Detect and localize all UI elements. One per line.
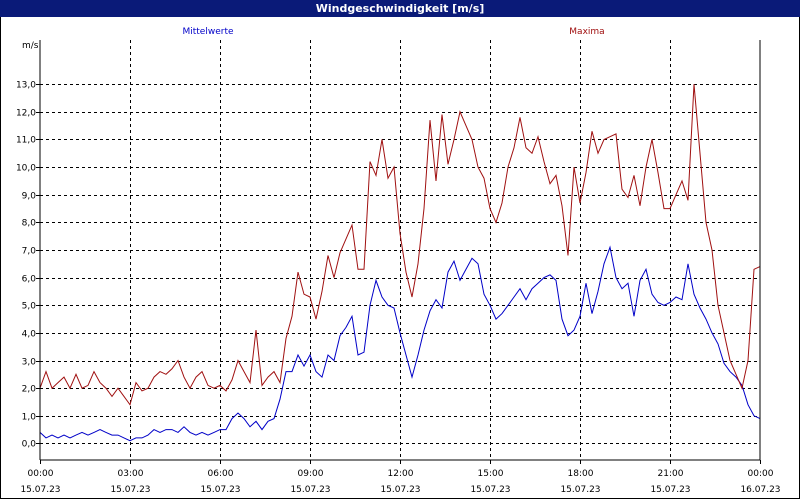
x-tick-time-label: 06:00 xyxy=(208,469,234,479)
x-tick-time-label: 12:00 xyxy=(388,469,414,479)
x-tick-date-label: 15.07.23 xyxy=(200,485,240,495)
x-tick-date-label: 15.07.23 xyxy=(470,485,510,495)
series-line-mittelwerte xyxy=(39,245,761,442)
y-tick-label: 3,0 xyxy=(22,358,37,368)
x-tick-date-label: 15.07.23 xyxy=(650,485,690,495)
y-tick-label: 7,0 xyxy=(22,247,37,257)
x-tick-date-label: 15.07.23 xyxy=(380,485,420,495)
y-tick-label: 12,0 xyxy=(16,109,36,119)
x-axis-ticks: 00:00 15.07.23 03:00 15.07.23 06:00 15.07.23 0… xyxy=(20,460,781,495)
series-lines xyxy=(39,84,761,442)
x-tick-time-label: 00:00 xyxy=(28,469,54,479)
y-axis-label: m/s xyxy=(22,41,39,51)
x-tick-time-label: 21:00 xyxy=(658,469,684,479)
y-tick-label: 11,0 xyxy=(16,136,36,146)
chart-title: Windgeschwindigkeit [m/s] xyxy=(0,0,800,17)
y-tick-label: 1,0 xyxy=(22,413,37,423)
legend-maxima: Maxima xyxy=(569,27,604,37)
y-tick-label: 6,0 xyxy=(22,275,37,285)
y-tick-label: 8,0 xyxy=(22,219,37,229)
y-tick-label: 2,0 xyxy=(22,385,37,395)
y-tick-label: 10,0 xyxy=(16,164,36,174)
x-tick-date-label: 15.07.23 xyxy=(110,485,150,495)
y-tick-label: 13,0 xyxy=(16,81,36,91)
x-tick-time-label: 18:00 xyxy=(568,469,594,479)
series-line-maxima xyxy=(39,84,761,406)
x-tick-time-label: 03:00 xyxy=(118,469,144,479)
grid xyxy=(40,40,760,460)
y-tick-label: 4,0 xyxy=(22,330,37,340)
x-tick-time-label: 15:00 xyxy=(478,469,504,479)
x-tick-date-label: 15.07.23 xyxy=(20,485,60,495)
x-tick-date-label: 15.07.23 xyxy=(290,485,330,495)
x-tick-time-label: 09:00 xyxy=(298,469,324,479)
x-tick-date-label: 16.07.23 xyxy=(740,485,780,495)
x-tick-date-label: 15.07.23 xyxy=(560,485,600,495)
legend-mittelwerte: Mittelwerte xyxy=(182,27,233,37)
x-tick-time-label: 00:00 xyxy=(748,469,774,479)
y-tick-label: 0,0 xyxy=(22,440,37,450)
y-tick-label: 9,0 xyxy=(22,192,37,202)
y-axis-ticks: 0,0 1,0 2,0 3,0 4,0 5,0 6,0 7,0 8,0 9,0 10,0 11,0 12… xyxy=(16,81,40,450)
y-tick-label: 5,0 xyxy=(22,302,37,312)
